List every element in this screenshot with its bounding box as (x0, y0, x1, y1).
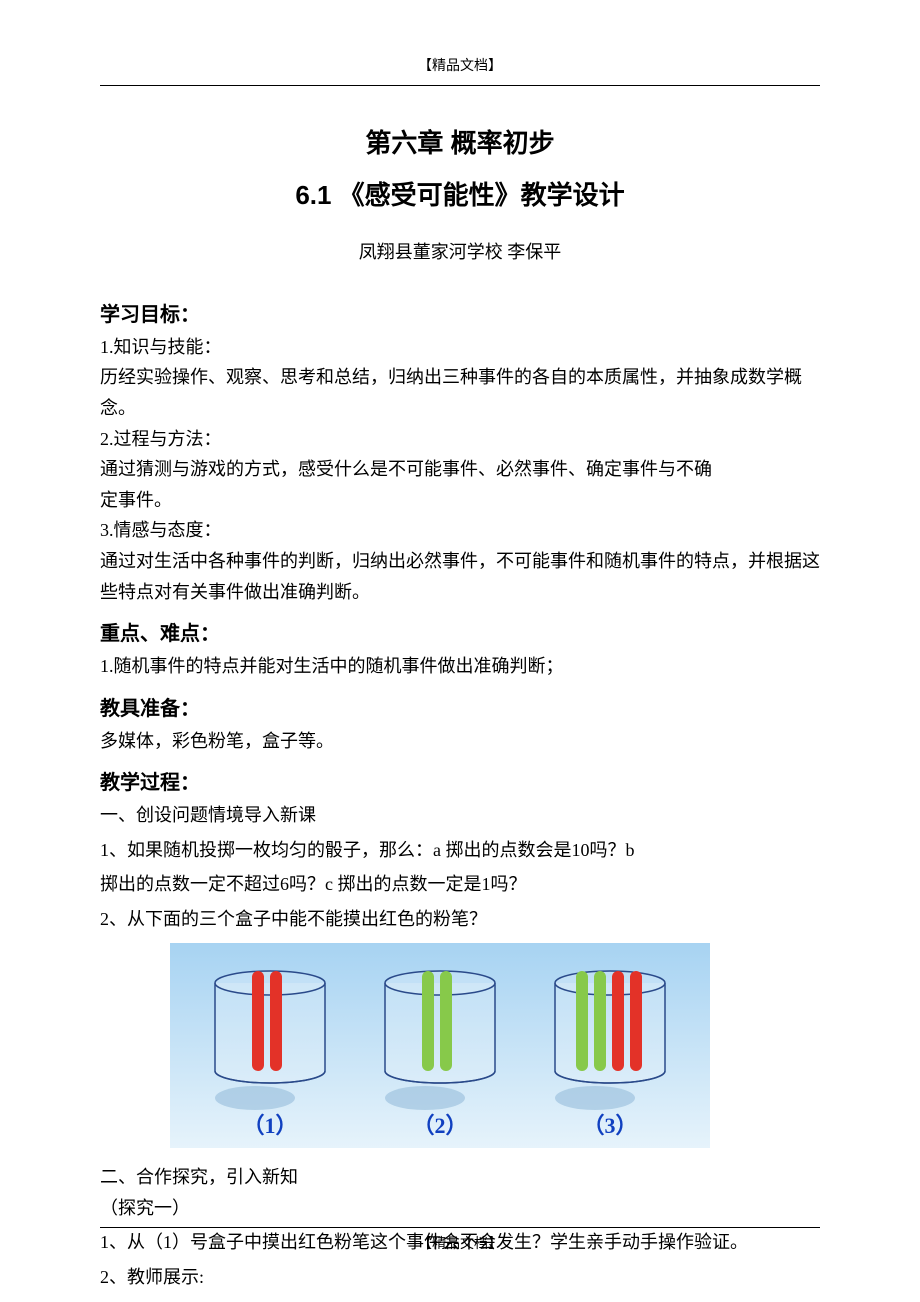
keydiff-1: 1.随机事件的特点并能对生活中的随机事件做出准确判断； (100, 651, 820, 682)
boxes-diagram: （1） （2） （3） (170, 943, 820, 1158)
heading-objectives: 学习目标： (100, 298, 820, 332)
footer: 【精品文档】 (100, 1227, 820, 1257)
boxes-svg: （1） （2） （3） (170, 943, 710, 1148)
svg-text:（3）: （3） (582, 1113, 637, 1138)
process-explore-2: 2、教师展示: (100, 1262, 820, 1293)
process-q1-line1: 1、如果随机投掷一枚均匀的骰子，那么：a 掷出的点数会是10吗？b (100, 835, 820, 866)
footer-label: 【精品文档】 (100, 1233, 820, 1257)
process-section-2-sub: （探究一） (100, 1193, 820, 1224)
objective-1-title: 1.知识与技能： (100, 332, 820, 363)
svg-text:（2）: （2） (412, 1113, 467, 1138)
materials-body: 多媒体，彩色粉笔，盒子等。 (100, 726, 820, 757)
objective-3-body: 通过对生活中各种事件的判断，归纳出必然事件，不可能事件和随机事件的特点，并根据这… (100, 546, 820, 607)
svg-text:（1）: （1） (242, 1113, 297, 1138)
header-rule (100, 85, 820, 86)
objective-2-body-line1: 通过猜测与游戏的方式，感受什么是不可能事件、必然事件、确定事件与不确 (100, 454, 820, 485)
process-section-1: 一、创设问题情境导入新课 (100, 800, 820, 831)
section-title: 6.1 《感受可能性》教学设计 (100, 173, 820, 217)
objective-1-body: 历经实验操作、观察、思考和总结，归纳出三种事件的各自的本质属性，并抽象成数学概念… (100, 362, 820, 423)
heading-process: 教学过程： (100, 766, 820, 800)
objective-3-title: 3.情感与态度： (100, 515, 820, 546)
header-label: 【精品文档】 (100, 55, 820, 79)
heading-materials: 教具准备： (100, 692, 820, 726)
heading-keydiff: 重点、难点： (100, 617, 820, 651)
process-q1-line2: 掷出的点数一定不超过6吗？c 掷出的点数一定是1吗？ (100, 869, 820, 900)
objective-2-title: 2.过程与方法： (100, 424, 820, 455)
footer-rule (100, 1227, 820, 1228)
process-section-2: 二、合作探究，引入新知 (100, 1162, 820, 1193)
chapter-title: 第六章 概率初步 (100, 121, 820, 165)
process-q2: 2、从下面的三个盒子中能不能摸出红色的粉笔？ (100, 904, 820, 935)
author-line: 凤翔县董家河学校 李保平 (100, 237, 820, 268)
objective-2-body-line2: 定事件。 (100, 485, 820, 516)
